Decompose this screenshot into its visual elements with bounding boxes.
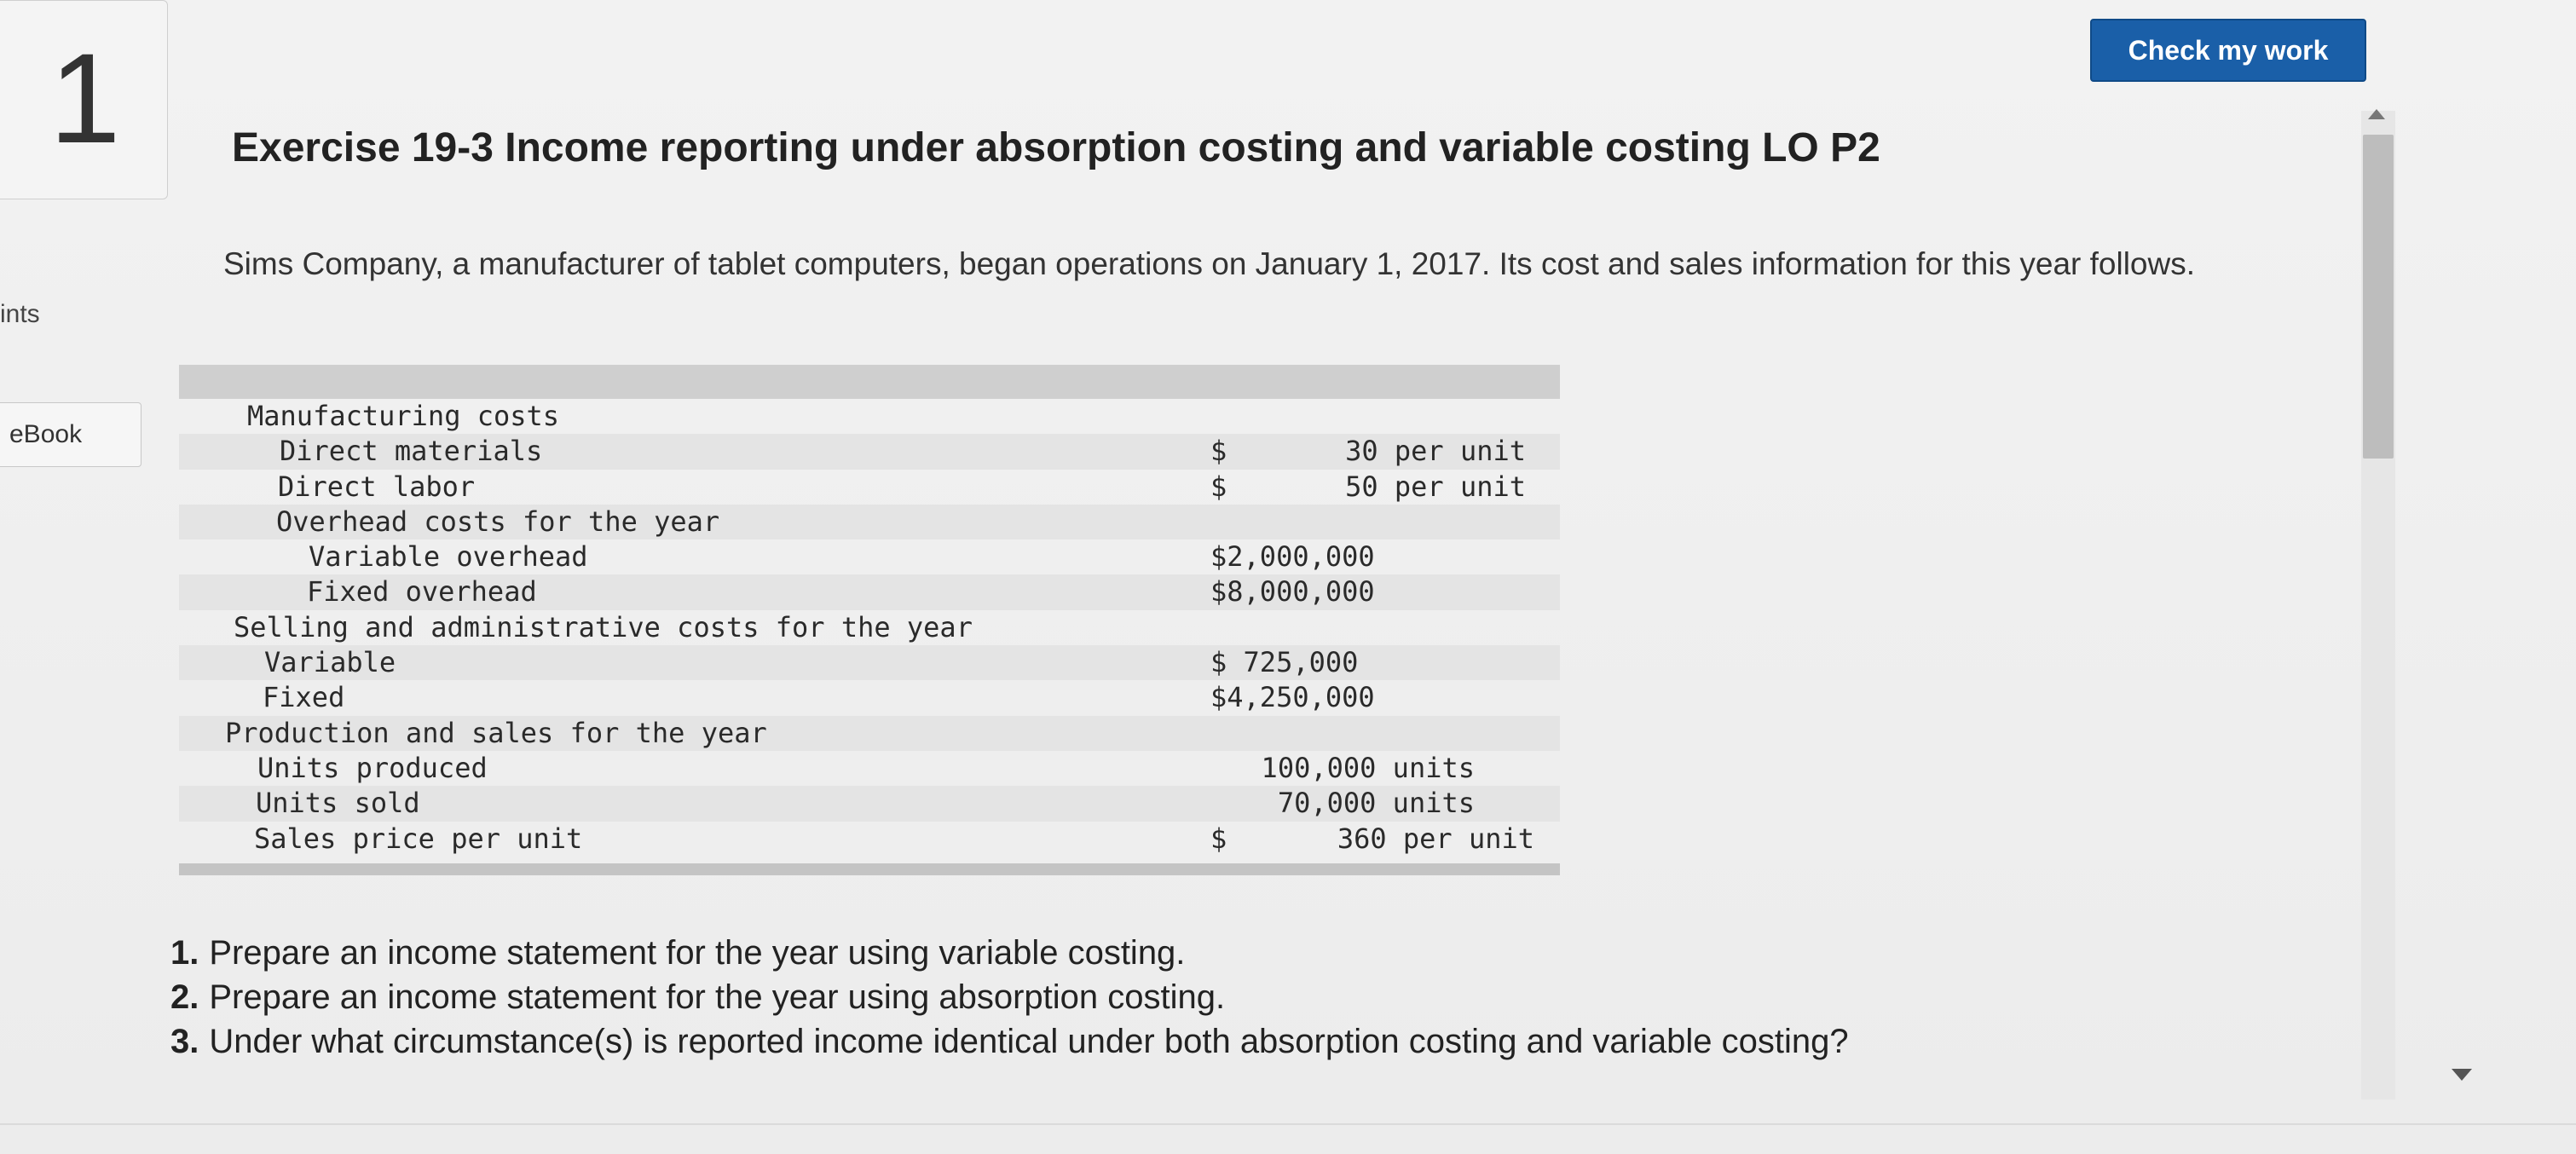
requirement-item: 1. Prepare an income statement for the ye…	[170, 931, 1849, 975]
row-dollar-sign: $	[1210, 435, 1227, 468]
requirement-text: Prepare an income statement for the year…	[209, 934, 1186, 972]
question-number: 1	[49, 26, 121, 170]
requirement-text: Under what circumstance(s) is reported i…	[209, 1023, 1849, 1060]
table-row: Units sold 70,000 units	[179, 786, 1560, 822]
row-value: 30 per unit	[1345, 435, 1526, 468]
exercise-title: Exercise 19-3 Income reporting under abs…	[232, 125, 1880, 170]
table-row: Selling and administrative costs for the…	[179, 610, 1560, 645]
row-label: Units produced	[257, 751, 488, 784]
row-label: Selling and administrative costs for the…	[234, 610, 973, 643]
exercise-intro: Sims Company, a manufacturer of tablet c…	[223, 246, 2196, 281]
table-row: Variable overhead $2,000,000	[179, 539, 1560, 574]
row-label: Variable	[264, 646, 396, 679]
scroll-up-icon[interactable]	[2368, 109, 2385, 119]
points-label: ints	[0, 300, 40, 328]
row-label: Fixed overhead	[307, 575, 537, 609]
table-row: Overhead costs for the year	[179, 504, 1560, 540]
check-my-work-button[interactable]: Check my work	[2090, 19, 2366, 82]
scrollbar-thumb[interactable]	[2363, 135, 2394, 459]
table-row: Sales price per unit $ 360 per unit	[179, 822, 1560, 857]
table-row: Variable $ 725,000	[179, 645, 1560, 681]
requirement-text: Prepare an income statement for the year…	[209, 978, 1226, 1016]
row-label: Production and sales for the year	[225, 716, 767, 749]
row-label: Direct labor	[278, 470, 476, 503]
requirement-number: 1.	[170, 934, 199, 972]
table-header	[179, 365, 1560, 399]
table-row: Units produced 100,000 units	[179, 751, 1560, 786]
row-dollar-sign: $	[1210, 822, 1227, 855]
row-label: Fixed	[263, 681, 345, 714]
row-value: $4,250,000	[1210, 681, 1375, 714]
table-row: Production and sales for the year	[179, 715, 1560, 751]
bottom-divider	[0, 1123, 2576, 1125]
table-row: Manufacturing costs	[179, 399, 1560, 434]
row-value: $8,000,000	[1210, 575, 1375, 609]
cost-information-table: Manufacturing costs Direct materials $ 3…	[179, 365, 1560, 875]
row-value: 70,000 units	[1277, 787, 1475, 820]
row-value: $2,000,000	[1210, 540, 1375, 574]
row-label: Manufacturing costs	[247, 400, 560, 432]
row-label: Sales price per unit	[254, 822, 583, 855]
row-label: Variable overhead	[309, 540, 588, 574]
row-dollar-sign: $	[1210, 470, 1227, 503]
table-row: Fixed $4,250,000	[179, 680, 1560, 715]
requirement-item: 2. Prepare an income statement for the ye…	[170, 975, 1849, 1019]
table-row: Direct materials $ 30 per unit	[179, 434, 1560, 470]
requirement-number: 2.	[170, 978, 199, 1016]
requirement-item: 3. Under what circumstance(s) is reported…	[170, 1019, 1849, 1064]
row-value: $ 725,000	[1210, 646, 1359, 679]
row-value: 50 per unit	[1345, 470, 1526, 503]
table-row: Direct labor $ 50 per unit	[179, 470, 1560, 505]
row-label: Overhead costs for the year	[276, 505, 720, 538]
requirement-number: 3.	[170, 1023, 199, 1060]
table-row: Fixed overhead $8,000,000	[179, 574, 1560, 610]
question-number-card	[0, 0, 168, 199]
scroll-down-icon[interactable]	[2452, 1069, 2472, 1081]
row-value: 100,000 units	[1261, 751, 1475, 784]
requirements-list: 1. Prepare an income statement for the ye…	[170, 931, 1849, 1064]
row-value: 360 per unit	[1337, 822, 1534, 855]
row-label: Direct materials	[280, 435, 543, 468]
row-label: Units sold	[256, 787, 420, 820]
table-footer	[179, 863, 1560, 875]
ebook-button[interactable]: eBook	[0, 402, 142, 467]
